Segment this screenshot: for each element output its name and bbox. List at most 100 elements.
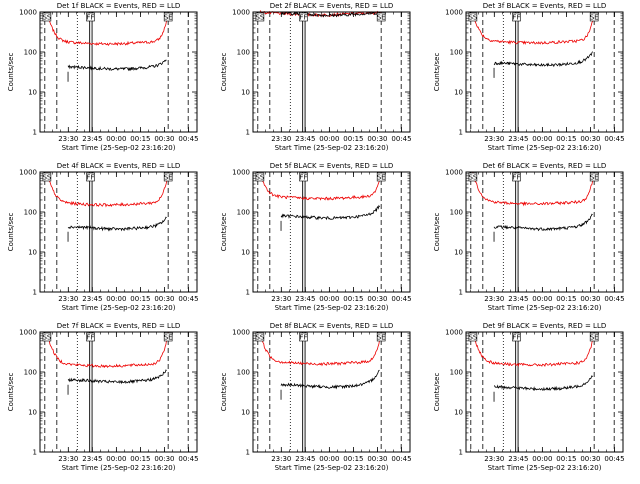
marker-label: FF bbox=[299, 334, 307, 342]
y-tick-label: 100 bbox=[450, 369, 463, 377]
y-axis-label: Counts/sec bbox=[433, 373, 441, 412]
x-tick-label: 00:30 bbox=[154, 295, 174, 303]
panel-title: Det 6f BLACK = Events, RED = LLD bbox=[483, 162, 606, 170]
y-tick-label: 100 bbox=[450, 49, 463, 57]
x-tick-label: 00:00 bbox=[319, 455, 339, 463]
series-black-line bbox=[493, 51, 593, 68]
marker-box bbox=[255, 332, 265, 342]
x-tick-label: 00:00 bbox=[319, 295, 339, 303]
x-axis-label: Start Time (25-Sep-02 23:16:20) bbox=[62, 144, 176, 152]
y-tick-label: 100 bbox=[24, 209, 37, 217]
series-black-line bbox=[280, 369, 380, 390]
marker-label: FF bbox=[512, 334, 520, 342]
panel-title: Det 7f BLACK = Events, RED = LLD bbox=[57, 322, 180, 330]
plot-frame bbox=[465, 331, 624, 453]
marker-box bbox=[42, 172, 52, 182]
panel-title: Det 1f BLACK = Events, RED = LLD bbox=[57, 2, 180, 10]
x-tick-label: 23:30 bbox=[58, 135, 78, 143]
x-tick-label: 23:45 bbox=[508, 295, 528, 303]
x-tick-label: 23:45 bbox=[82, 455, 102, 463]
marker-label: SS bbox=[42, 174, 51, 182]
series-red-line bbox=[472, 172, 595, 207]
x-tick-label: 23:45 bbox=[82, 295, 102, 303]
x-tick-label: 00:30 bbox=[367, 295, 387, 303]
series-black-line bbox=[493, 375, 593, 392]
x-axis-label: Start Time (25-Sep-02 23:16:20) bbox=[275, 304, 389, 312]
panel-title: Det 2f BLACK = Events, RED = LLD bbox=[270, 2, 393, 10]
marker-label: SE bbox=[377, 334, 386, 342]
series-black-line bbox=[280, 11, 380, 18]
x-tick-label: 00:15 bbox=[556, 295, 576, 303]
marker-label: SS bbox=[42, 334, 51, 342]
y-tick-label: 1000 bbox=[232, 9, 250, 17]
marker-box bbox=[589, 12, 599, 22]
x-tick-label: 23:30 bbox=[271, 135, 291, 143]
x-tick-label: 23:45 bbox=[295, 295, 315, 303]
marker-label: FF bbox=[86, 14, 94, 22]
y-tick-label: 1 bbox=[246, 449, 250, 457]
x-axis-label: Start Time (25-Sep-02 23:16:20) bbox=[488, 464, 602, 472]
marker-box bbox=[163, 332, 173, 342]
x-tick-label: 00:15 bbox=[343, 455, 363, 463]
y-tick-label: 1 bbox=[459, 449, 463, 457]
x-axis-label: Start Time (25-Sep-02 23:16:20) bbox=[488, 304, 602, 312]
x-tick-label: 00:00 bbox=[532, 455, 552, 463]
x-tick-label: 23:30 bbox=[58, 295, 78, 303]
x-tick-label: 00:00 bbox=[106, 455, 126, 463]
marker-label: SS bbox=[468, 334, 477, 342]
detector-panel-9: Det 9f BLACK = Events, RED = LLD Counts/s… bbox=[433, 322, 625, 472]
x-tick-label: 00:00 bbox=[532, 295, 552, 303]
marker-label: SE bbox=[590, 334, 599, 342]
marker-label: FF bbox=[512, 174, 520, 182]
x-tick-label: 00:45 bbox=[391, 135, 411, 143]
y-tick-label: 10 bbox=[241, 249, 250, 257]
panel-title: Det 9f BLACK = Events, RED = LLD bbox=[483, 322, 606, 330]
x-axis-label: Start Time (25-Sep-02 23:16:20) bbox=[488, 144, 602, 152]
y-tick-label: 1 bbox=[246, 289, 250, 297]
detector-panel-3: Det 3f BLACK = Events, RED = LLD Counts/s… bbox=[433, 2, 625, 152]
detector-panel-6: Det 6f BLACK = Events, RED = LLD Counts/s… bbox=[433, 162, 625, 312]
marker-box bbox=[512, 12, 521, 22]
x-tick-label: 00:30 bbox=[154, 455, 174, 463]
series-black-line bbox=[67, 59, 167, 72]
marker-box bbox=[42, 332, 52, 342]
x-axis-label: Start Time (25-Sep-02 23:16:20) bbox=[62, 304, 176, 312]
x-tick-label: 00:15 bbox=[130, 295, 150, 303]
plot-frame bbox=[39, 331, 198, 453]
series-red-line bbox=[259, 333, 382, 367]
y-tick-label: 1 bbox=[33, 289, 37, 297]
plot-frame bbox=[465, 11, 624, 133]
x-tick-label: 23:30 bbox=[484, 455, 504, 463]
y-axis-label: Counts/sec bbox=[7, 373, 15, 412]
y-tick-label: 100 bbox=[24, 369, 37, 377]
detector-panel-1: Det 1f BLACK = Events, RED = LLD Counts/s… bbox=[7, 2, 199, 152]
y-tick-label: 1 bbox=[246, 129, 250, 137]
marker-label: FF bbox=[512, 14, 520, 22]
y-tick-label: 1000 bbox=[19, 169, 37, 177]
plot-frame bbox=[39, 11, 198, 133]
series-red-line bbox=[472, 333, 595, 368]
y-axis-label: Counts/sec bbox=[7, 213, 15, 252]
detector-panel-2: Det 2f BLACK = Events, RED = LLD Counts/s… bbox=[220, 2, 412, 152]
plot-frame bbox=[252, 171, 411, 293]
marker-box bbox=[42, 12, 52, 22]
y-axis-label: Counts/sec bbox=[7, 53, 15, 92]
marker-box bbox=[86, 172, 95, 182]
marker-box bbox=[163, 12, 173, 22]
y-axis-label: Counts/sec bbox=[220, 373, 228, 412]
y-tick-label: 10 bbox=[454, 409, 463, 417]
x-tick-label: 00:30 bbox=[580, 295, 600, 303]
marker-label: FF bbox=[86, 174, 94, 182]
detector-panel-4: Det 4f BLACK = Events, RED = LLD Counts/s… bbox=[7, 162, 199, 312]
marker-box bbox=[589, 332, 599, 342]
plot-frame bbox=[465, 171, 624, 293]
detector-panel-7: Det 7f BLACK = Events, RED = LLD Counts/s… bbox=[7, 322, 199, 472]
y-tick-label: 100 bbox=[237, 369, 250, 377]
marker-box bbox=[512, 172, 521, 182]
y-tick-label: 1000 bbox=[232, 169, 250, 177]
marker-label: SE bbox=[590, 174, 599, 182]
x-tick-label: 00:45 bbox=[391, 295, 411, 303]
marker-box bbox=[86, 12, 95, 22]
